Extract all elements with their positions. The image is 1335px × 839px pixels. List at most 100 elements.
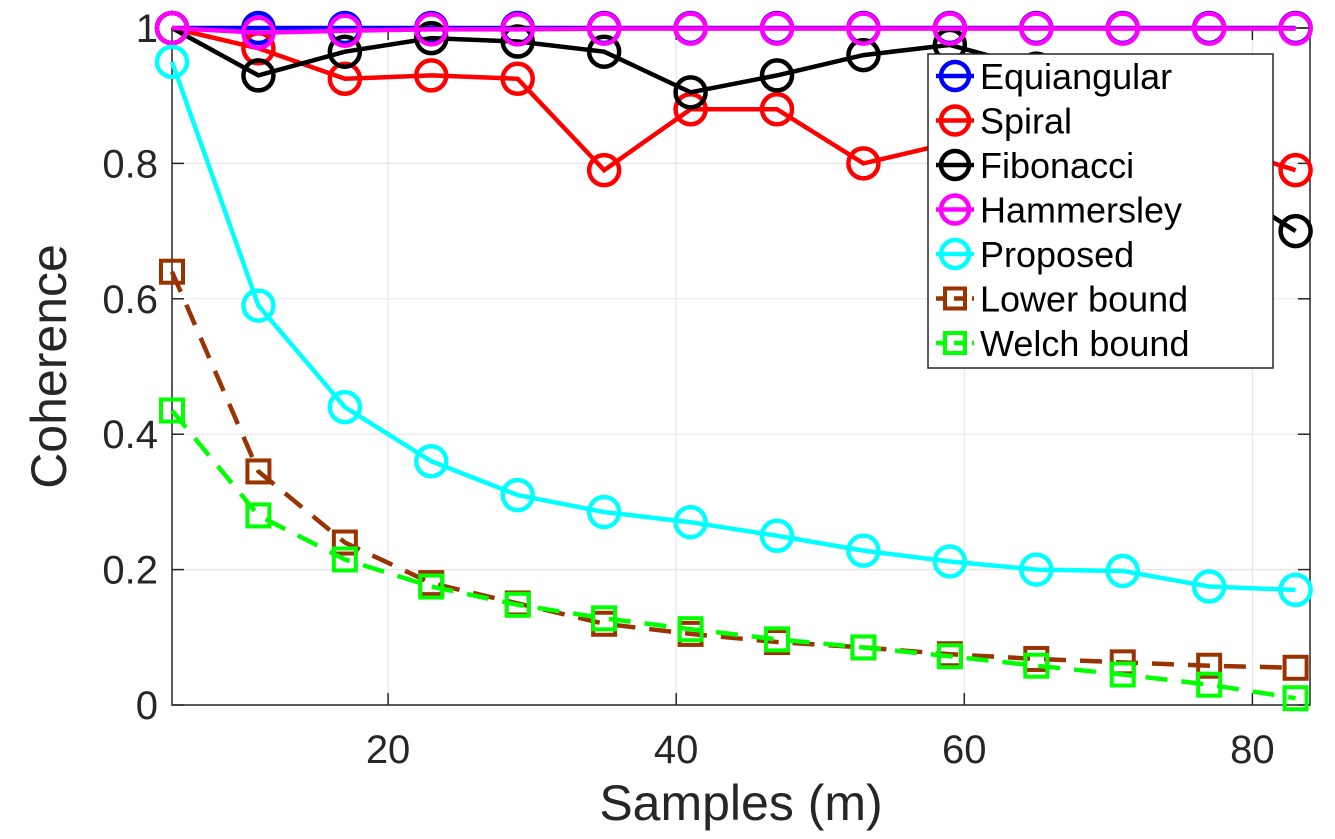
data-point-fibonacci <box>241 58 276 93</box>
series-welch-bound <box>159 397 1309 712</box>
data-point-fibonacci <box>1278 213 1313 249</box>
data-point-welch-bound <box>850 634 877 661</box>
data-point-lower-bound <box>159 258 185 285</box>
y-tick-label: 1 <box>136 7 158 51</box>
x-tick-label: 60 <box>942 728 987 772</box>
data-point-hammersley <box>586 11 622 46</box>
series-line-lower-bound <box>169 270 1296 671</box>
data-point-welch-bound <box>1023 652 1050 679</box>
data-point-welch-bound <box>331 546 358 573</box>
legend-swatch-marker <box>938 148 972 182</box>
data-point-welch-bound <box>504 591 531 618</box>
legend-label: Fibonacci <box>980 145 1134 186</box>
legend: EquiangularSpiralFibonacciHammersleyProp… <box>927 53 1274 369</box>
legend-swatch-marker <box>938 193 972 226</box>
data-point-spiral <box>846 146 881 181</box>
data-point-fibonacci <box>500 24 535 59</box>
data-point-hammersley <box>1019 11 1054 46</box>
data-point-hammersley <box>500 12 535 47</box>
y-axis-label: Coherence <box>21 244 77 489</box>
y-tick-label: 0.6 <box>102 278 158 322</box>
data-point-spiral <box>327 61 363 97</box>
data-point-lower-bound <box>331 529 358 556</box>
legend-swatch-marker <box>938 237 972 271</box>
legend-entry-lower-bound: Lower bound <box>936 279 1188 320</box>
legend-label: Spiral <box>980 101 1072 142</box>
x-tick-label: 40 <box>654 728 699 772</box>
data-point-welch-bound <box>418 573 445 600</box>
data-point-proposed <box>414 444 449 479</box>
data-point-welch-bound <box>245 502 272 529</box>
legend-entry-fibonacci: Fibonacci <box>936 145 1134 186</box>
data-point-proposed <box>586 494 622 530</box>
data-point-hammersley <box>414 12 449 47</box>
data-point-proposed <box>1191 569 1227 604</box>
data-point-proposed <box>1278 572 1313 608</box>
data-point-fibonacci <box>846 37 881 73</box>
data-point-welch-bound <box>159 397 185 424</box>
data-point-proposed <box>500 477 535 513</box>
data-point-lower-bound <box>1282 654 1309 681</box>
data-point-spiral <box>586 152 622 188</box>
legend-entry-hammersley: Hammersley <box>936 190 1182 231</box>
data-point-welch-bound <box>677 616 704 643</box>
data-point-proposed <box>241 288 276 323</box>
series-proposed <box>154 44 1313 608</box>
y-tick-label: 0.4 <box>102 413 158 457</box>
x-tick-label: 80 <box>1230 728 1275 772</box>
legend-entry-proposed: Proposed <box>936 234 1134 275</box>
data-point-spiral <box>759 91 795 127</box>
legend-entry-spiral: Spiral <box>936 101 1072 142</box>
data-point-proposed <box>932 544 968 579</box>
data-point-hammersley <box>1105 11 1140 46</box>
data-point-proposed <box>846 533 881 568</box>
data-point-spiral <box>414 58 449 93</box>
data-point-fibonacci <box>759 58 795 93</box>
legend-label: Welch bound <box>980 323 1189 364</box>
data-point-fibonacci <box>327 34 363 69</box>
data-point-hammersley <box>932 11 968 46</box>
data-point-fibonacci <box>414 20 449 56</box>
data-point-fibonacci <box>586 34 622 69</box>
legend-label: Lower bound <box>980 279 1188 320</box>
legend-swatch-marker <box>943 286 967 311</box>
data-point-hammersley <box>241 15 276 50</box>
series-line-welch-bound <box>170 409 1296 701</box>
legend-entry-welch-bound: Welch bound <box>936 323 1189 364</box>
data-point-hammersley <box>1278 11 1313 46</box>
x-tick-label: 20 <box>366 728 411 772</box>
series-layer <box>154 10 1313 712</box>
legend-swatch-marker <box>938 59 972 93</box>
data-point-spiral <box>500 61 535 97</box>
legend-swatch-marker <box>943 331 967 355</box>
legend-label: Proposed <box>980 234 1134 275</box>
x-axis-label: Samples (m) <box>599 775 882 831</box>
data-point-welch-bound <box>1196 671 1223 698</box>
data-point-lower-bound <box>1196 652 1223 679</box>
legend-box <box>927 53 1274 369</box>
data-point-spiral <box>1278 152 1313 188</box>
legend-label: Hammersley <box>980 190 1182 231</box>
data-point-welch-bound <box>936 643 963 670</box>
data-point-welch-bound <box>1282 685 1309 712</box>
data-point-lower-bound <box>245 458 272 485</box>
y-tick-label: 0 <box>136 684 158 728</box>
data-point-proposed <box>673 504 708 540</box>
data-point-hammersley <box>759 11 795 46</box>
series-hammersley <box>154 10 1313 50</box>
data-point-proposed <box>759 518 795 553</box>
data-point-welch-bound <box>764 626 791 653</box>
series-line-hammersley <box>171 25 1296 35</box>
data-point-hammersley <box>327 13 363 48</box>
data-point-proposed <box>1105 553 1140 589</box>
legend-swatch-marker <box>938 104 972 137</box>
data-point-hammersley <box>154 10 190 46</box>
data-point-proposed <box>327 389 363 425</box>
data-point-welch-bound <box>1109 661 1136 688</box>
data-point-proposed <box>1019 552 1054 587</box>
legend-entry-equiangular: Equiangular <box>936 56 1172 97</box>
legend-label: Equiangular <box>980 56 1172 97</box>
data-point-hammersley <box>673 11 708 46</box>
y-tick-label: 0.2 <box>102 549 158 593</box>
